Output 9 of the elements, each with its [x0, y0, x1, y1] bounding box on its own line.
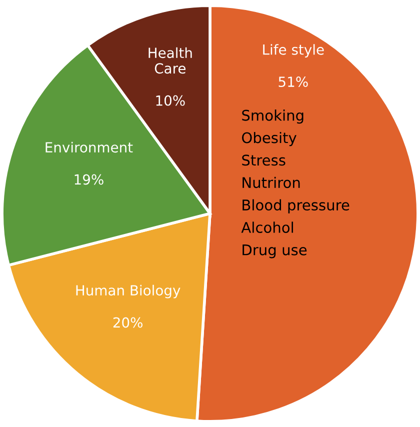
slice-label: Human Biology — [76, 284, 180, 298]
data-label: 19% — [74, 174, 104, 185]
data-label: 10% — [156, 95, 185, 106]
data-label: 20% — [113, 317, 142, 328]
slice-label: Environment — [46, 142, 133, 153]
slice-label: Life style — [263, 44, 324, 58]
data-label: 51% — [278, 76, 308, 88]
text: Smoking Obesity Stress Nutriron Blood pressure Alcohol Drug use — [241, 110, 350, 258]
slice-label: Health Care — [148, 47, 192, 74]
